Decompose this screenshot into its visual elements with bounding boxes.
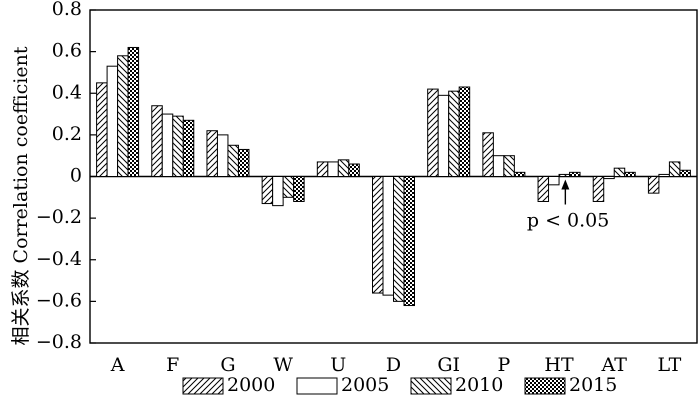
bar-d-2000 [372, 176, 384, 294]
x-tick-label: HT [544, 354, 574, 376]
bar-u-2010 [337, 159, 350, 178]
legend-item-2000: 2000 [182, 374, 275, 396]
x-tick-label: W [273, 354, 293, 376]
annotation-arrow-head [561, 179, 570, 190]
y-tick-label: 0.8 [52, 0, 82, 20]
bar-group-f [151, 105, 195, 178]
x-tick-label: G [220, 354, 235, 376]
x-tick-label: U [330, 354, 346, 376]
bar-p-2000 [482, 132, 494, 177]
bar-lt-2005 [658, 173, 670, 177]
legend-swatch [410, 377, 452, 395]
bar-p-2015 [513, 171, 526, 177]
legend: 2000 2005 2010 2015 [182, 374, 617, 396]
bar-group-gi [427, 86, 471, 177]
x-tick-label: A [110, 354, 125, 376]
bar-g-2005 [216, 134, 229, 177]
bar-d-2015 [403, 176, 415, 307]
bar-group-p [482, 132, 526, 177]
bar-at-2005 [603, 176, 615, 180]
bar-group-lt [647, 161, 691, 194]
bar-d-2010 [393, 176, 405, 302]
x-tick-label: LT [658, 354, 682, 376]
bar-a-2015 [127, 46, 140, 178]
bar-lt-2010 [668, 161, 681, 177]
bar-a-2010 [117, 55, 129, 177]
y-axis-ticks: 0.8 0.6 0.4 0.2 0 −0.2 −0.4 −0.6 −0.8 [36, 0, 96, 353]
x-tick-label: AT [601, 354, 628, 376]
bar-g-2010 [227, 144, 239, 177]
bar-d-2005 [382, 176, 394, 296]
significance-annotation: p < 0.05 [527, 179, 609, 232]
bar-ht-2015 [569, 171, 581, 177]
bar-f-2010 [172, 115, 184, 178]
y-tick-label: 0.4 [52, 81, 82, 103]
bar-w-2000 [261, 176, 274, 205]
bar-group-ht [537, 171, 581, 202]
legend-label: 2000 [227, 374, 275, 396]
bar-gi-2005 [437, 94, 450, 177]
y-tick-label: −0.2 [36, 206, 82, 228]
x-axis-labels: A F G W U D GI P HT AT LT [110, 354, 682, 376]
bar-g-2000 [206, 130, 218, 177]
bar-g-2015 [237, 148, 250, 178]
bar-p-2005 [492, 155, 505, 177]
y-tick-label: 0.6 [52, 40, 82, 62]
bar-group-w [261, 176, 305, 207]
legend-label: 2015 [569, 374, 617, 396]
legend-swatch [296, 377, 338, 395]
bar-gi-2000 [427, 88, 439, 177]
bars [96, 46, 691, 307]
bar-group-u [316, 159, 360, 178]
bar-group-a [96, 46, 140, 178]
y-tick-label: 0.2 [52, 123, 82, 145]
bar-group-g [206, 130, 250, 178]
legend-item-2015: 2015 [524, 374, 617, 396]
y-axis-label: 相关系数 Correlation coefficient [10, 46, 32, 345]
legend-swatch [182, 377, 224, 395]
bar-lt-2015 [679, 169, 691, 178]
x-tick-label: F [166, 354, 179, 376]
legend-item-2005: 2005 [296, 374, 389, 396]
bar-w-2010 [282, 176, 295, 198]
x-tick-label: P [497, 354, 510, 376]
legend-item-2010: 2010 [410, 374, 503, 396]
bar-gi-2010 [448, 90, 460, 177]
bar-u-2015 [348, 163, 360, 177]
y-tick-label: −0.8 [36, 331, 82, 353]
legend-label: 2005 [341, 374, 389, 396]
bar-a-2000 [96, 82, 108, 177]
legend-label: 2010 [455, 374, 503, 396]
bar-p-2010 [503, 155, 515, 177]
bar-ht-2000 [537, 176, 550, 202]
bar-ht-2005 [548, 176, 560, 186]
bar-group-at [592, 167, 636, 202]
bar-u-2000 [316, 161, 329, 177]
bar-at-2000 [592, 176, 605, 202]
y-axis-title: 相关系数 Correlation coefficient [10, 46, 32, 345]
bar-a-2005 [106, 65, 119, 177]
x-tick-label: D [386, 354, 401, 376]
bar-f-2000 [151, 105, 163, 177]
bar-u-2005 [327, 161, 339, 177]
bar-f-2005 [161, 113, 174, 177]
x-tick-label: GI [437, 354, 460, 376]
bar-w-2005 [272, 176, 284, 207]
legend-swatch [524, 377, 566, 395]
bar-at-2015 [624, 171, 636, 177]
bar-at-2010 [613, 167, 626, 178]
y-tick-label: −0.4 [36, 248, 82, 270]
bar-lt-2000 [647, 176, 660, 194]
bar-ht-2010 [558, 173, 571, 177]
bar-group-d [372, 176, 415, 307]
y-tick-label: −0.6 [36, 289, 82, 311]
annotation-text: p < 0.05 [527, 210, 609, 232]
y-tick-label: 0 [70, 165, 82, 187]
bar-f-2015 [182, 119, 195, 177]
bar-w-2015 [293, 176, 305, 202]
bar-gi-2015 [458, 86, 471, 177]
